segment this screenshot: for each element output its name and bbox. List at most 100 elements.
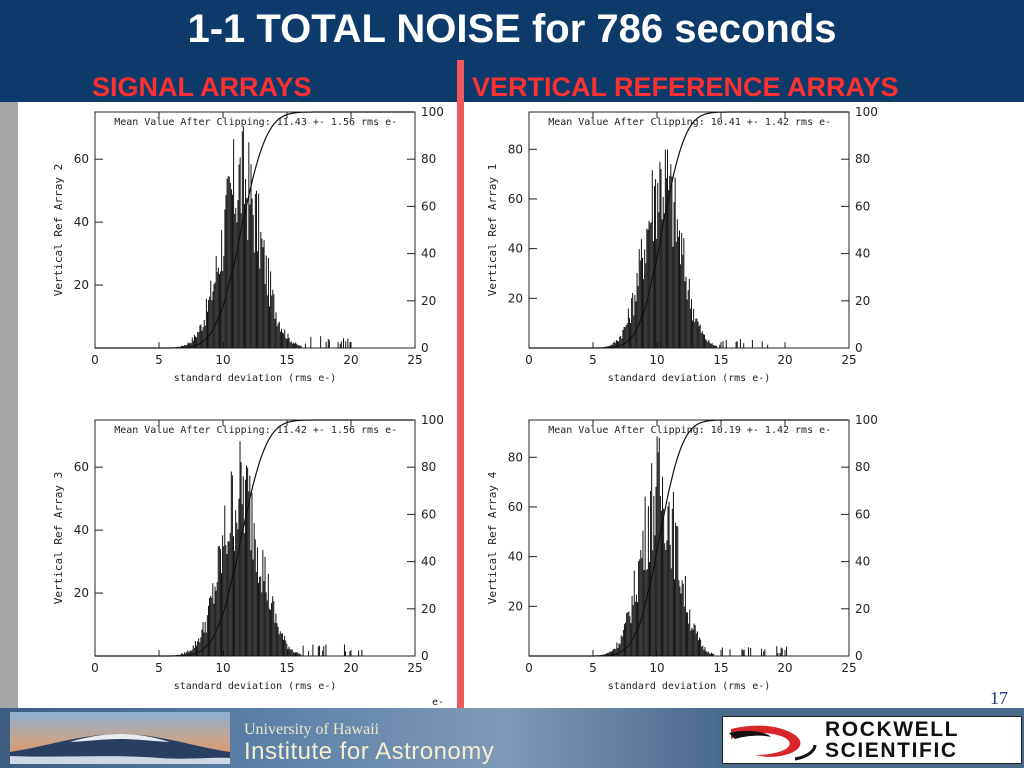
- rockwell-swoosh-icon: [729, 725, 817, 761]
- right-white-margin: [870, 102, 1024, 708]
- y-tick-label: 40: [508, 550, 523, 564]
- y2-tick-label: 40: [421, 555, 436, 569]
- y2-tick-label: 60: [855, 199, 870, 213]
- cumulative-curve: [529, 111, 848, 349]
- x-tick-label: 15: [713, 353, 728, 367]
- histogram-panel-array-1: 0 5 10 15 20 25 20 40 60 80 0 20 40 60 80 100 Mean Value…: [464, 104, 884, 404]
- y2-tick-label: 100: [855, 105, 878, 119]
- uh-university-label: University of Hawaii: [244, 721, 380, 738]
- x-tick-label: 0: [91, 353, 99, 367]
- histogram-chart: 0 5 10 15 20 25 20 40 60 80 0 20 40 60 80 100 Mean Value…: [464, 104, 884, 404]
- y2-tick-label: 40: [855, 247, 870, 261]
- page-number: 17: [990, 688, 1008, 708]
- x-tick-label: 5: [589, 353, 597, 367]
- y2-tick-label: 100: [855, 413, 878, 427]
- y2-tick-label: 60: [421, 199, 436, 213]
- y-tick-label: 20: [508, 599, 523, 613]
- x-tick-label: 10: [215, 661, 230, 675]
- subtitle-vertical-reference-arrays: VERTICAL REFERENCE ARRAYS: [472, 72, 899, 102]
- y2-tick-label: 0: [855, 341, 863, 355]
- y2-tick-label: 80: [421, 152, 436, 166]
- x-tick-label: 20: [777, 661, 792, 675]
- cumulative-curve: [529, 419, 848, 657]
- mean-value-annotation: Mean Value After Clipping: 11.42 +- 1.56…: [114, 425, 397, 436]
- y-tick-label: 40: [74, 215, 89, 229]
- x-axis-label: standard deviation (rms e-): [174, 373, 337, 384]
- scientific-label: SCIENTIFIC: [825, 739, 958, 762]
- x-tick-label: 25: [841, 353, 856, 367]
- y2-tick-label: 0: [421, 649, 429, 663]
- column-divider: [457, 60, 464, 708]
- x-tick-label: 5: [589, 661, 597, 675]
- bottom-unit-label: e-: [432, 697, 445, 708]
- y2-tick-label: 40: [421, 247, 436, 261]
- y2-tick-label: 80: [421, 460, 436, 474]
- x-tick-label: 10: [649, 353, 664, 367]
- y2-tick-label: 100: [421, 105, 444, 119]
- histogram-chart: 0 5 10 15 20 25 20 40 60 0 20 40 60 80 100 Mean Value A…: [30, 412, 450, 712]
- x-tick-label: 25: [407, 353, 422, 367]
- y-tick-label: 60: [508, 192, 523, 206]
- mauna-kea-logo: [10, 712, 230, 764]
- y2-tick-label: 80: [855, 152, 870, 166]
- y2-tick-label: 20: [855, 294, 870, 308]
- y2-tick-label: 80: [855, 460, 870, 474]
- y-tick-label: 40: [508, 242, 523, 256]
- y-axis-label: Vertical Ref Array 2: [52, 164, 65, 296]
- x-tick-label: 0: [525, 353, 533, 367]
- cumulative-curve: [95, 111, 414, 349]
- x-tick-label: 15: [713, 661, 728, 675]
- x-tick-label: 20: [343, 353, 358, 367]
- x-tick-label: 20: [777, 353, 792, 367]
- x-tick-label: 15: [279, 661, 294, 675]
- x-tick-label: 10: [649, 661, 664, 675]
- header-bar: [0, 0, 1024, 102]
- y-tick-label: 60: [74, 460, 89, 474]
- y-axis-label: Vertical Ref Array 1: [486, 164, 499, 296]
- y2-tick-label: 60: [421, 507, 436, 521]
- x-tick-label: 0: [91, 661, 99, 675]
- chart-background: [464, 412, 884, 712]
- histogram-chart: 0 5 10 15 20 25 20 40 60 0 20 40 60 80 100 Mean Value A…: [30, 104, 450, 404]
- y-tick-label: 60: [74, 152, 89, 166]
- histogram-panel-array-3: 0 5 10 15 20 25 20 40 60 0 20 40 60 80 100 Mean Value A…: [30, 412, 450, 712]
- y2-tick-label: 20: [855, 602, 870, 616]
- x-tick-label: 20: [343, 661, 358, 675]
- y-tick-label: 20: [74, 278, 89, 292]
- y-tick-label: 80: [508, 142, 523, 156]
- y-tick-label: 20: [508, 291, 523, 305]
- mean-value-annotation: Mean Value After Clipping: 10.41 +- 1.42…: [548, 117, 831, 128]
- x-tick-label: 0: [525, 661, 533, 675]
- x-tick-label: 25: [841, 661, 856, 675]
- y2-tick-label: 20: [421, 294, 436, 308]
- x-tick-label: 10: [215, 353, 230, 367]
- x-axis-label: standard deviation (rms e-): [608, 681, 771, 692]
- mean-value-annotation: Mean Value After Clipping: 11.43 +- 1.56…: [114, 117, 397, 128]
- y-tick-label: 60: [508, 500, 523, 514]
- y2-tick-label: 0: [421, 341, 429, 355]
- subtitle-signal-arrays: SIGNAL ARRAYS: [92, 72, 312, 102]
- cumulative-curve: [95, 419, 414, 657]
- left-gray-margin: [0, 102, 18, 708]
- x-axis-label: standard deviation (rms e-): [174, 681, 337, 692]
- x-tick-label: 5: [155, 353, 163, 367]
- x-tick-label: 15: [279, 353, 294, 367]
- y2-tick-label: 40: [855, 555, 870, 569]
- y2-tick-label: 0: [855, 649, 863, 663]
- y2-tick-label: 100: [421, 413, 444, 427]
- rockwell-scientific-logo: ROCKWELL SCIENTIFIC: [722, 716, 1022, 764]
- x-tick-label: 5: [155, 661, 163, 675]
- y-tick-label: 20: [74, 586, 89, 600]
- rockwell-label: ROCKWELL: [825, 718, 960, 741]
- y-axis-label: Vertical Ref Array 4: [486, 471, 499, 604]
- y-tick-label: 80: [508, 450, 523, 464]
- y-axis-label: Vertical Ref Array 3: [52, 472, 65, 604]
- slide-title: 1-1 TOTAL NOISE for 786 seconds: [187, 7, 837, 51]
- histogram-panel-array-2: 0 5 10 15 20 25 20 40 60 0 20 40 60 80 100 Mean Value A…: [30, 104, 450, 404]
- y2-tick-label: 60: [855, 507, 870, 521]
- y2-tick-label: 20: [421, 602, 436, 616]
- x-axis-label: standard deviation (rms e-): [608, 373, 771, 384]
- x-tick-label: 25: [407, 661, 422, 675]
- y-tick-label: 40: [74, 523, 89, 537]
